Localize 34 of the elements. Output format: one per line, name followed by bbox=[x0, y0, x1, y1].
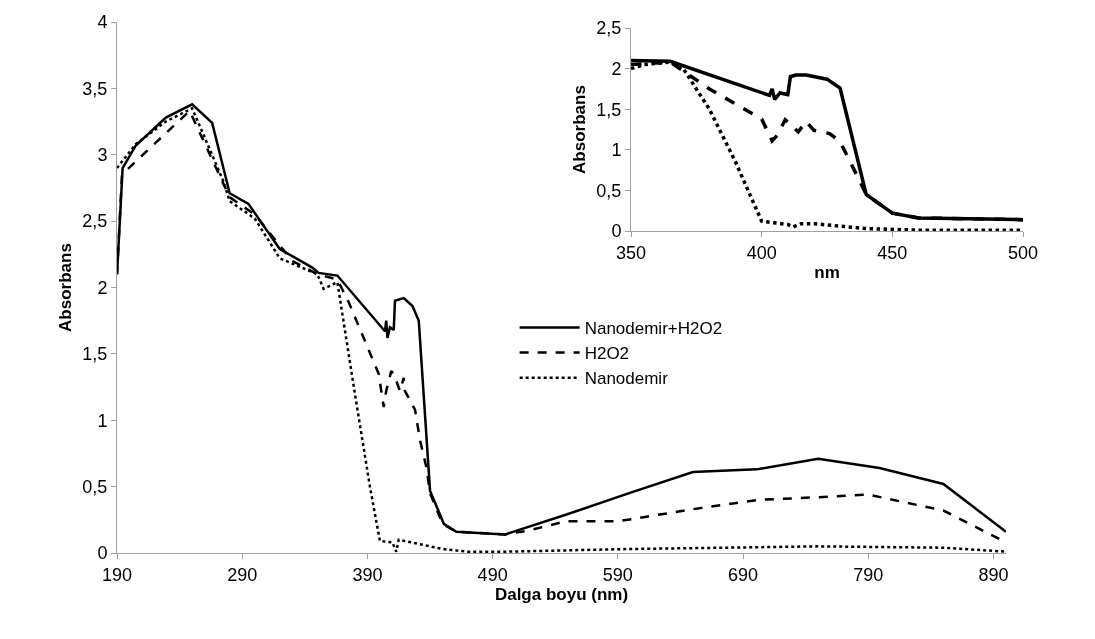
legend-label: Nanodemir+H2O2 bbox=[584, 319, 723, 339]
y-tick-label: 2 bbox=[611, 58, 622, 79]
y-tick-label: 1 bbox=[611, 140, 622, 161]
y-tick-label: 1,5 bbox=[596, 99, 622, 120]
y-axis-title: Absorbans bbox=[55, 243, 75, 332]
y-tick-label: 0 bbox=[97, 543, 108, 564]
legend-label: H2O2 bbox=[584, 344, 630, 364]
x-tick-label: 400 bbox=[746, 242, 777, 263]
x-tick-label: 690 bbox=[728, 564, 759, 585]
y-tick-label: 0,5 bbox=[82, 476, 108, 497]
x-axis-title: nm bbox=[814, 263, 840, 282]
y-tick-label: 4 bbox=[97, 12, 108, 33]
y-tick-label: 1,5 bbox=[82, 344, 108, 365]
x-tick-label: 890 bbox=[978, 564, 1009, 585]
x-tick-label: 500 bbox=[1007, 242, 1039, 263]
x-tick-label: 590 bbox=[602, 564, 633, 585]
legend-label: Nanodemir bbox=[584, 369, 669, 389]
x-tick-label: 790 bbox=[853, 564, 884, 585]
x-tick-label: 350 bbox=[615, 242, 647, 263]
x-tick-label: 290 bbox=[227, 564, 258, 585]
y-tick-label: 2,5 bbox=[596, 18, 622, 39]
x-tick-label: 390 bbox=[352, 564, 383, 585]
y-axis-title: Absorbans bbox=[569, 85, 589, 174]
y-tick-label: 0,5 bbox=[596, 180, 622, 201]
y-tick-label: 1 bbox=[97, 410, 108, 431]
y-tick-label: 2 bbox=[97, 277, 108, 298]
y-tick-label: 2,5 bbox=[82, 211, 108, 232]
x-tick-label: 190 bbox=[101, 564, 133, 585]
x-tick-label: 490 bbox=[477, 564, 508, 585]
y-tick-label: 3 bbox=[97, 145, 108, 166]
y-tick-label: 3,5 bbox=[82, 78, 108, 99]
y-tick-label: 0 bbox=[611, 221, 622, 242]
x-tick-label: 450 bbox=[877, 242, 908, 263]
x-axis-title: Dalga boyu (nm) bbox=[494, 585, 629, 604]
